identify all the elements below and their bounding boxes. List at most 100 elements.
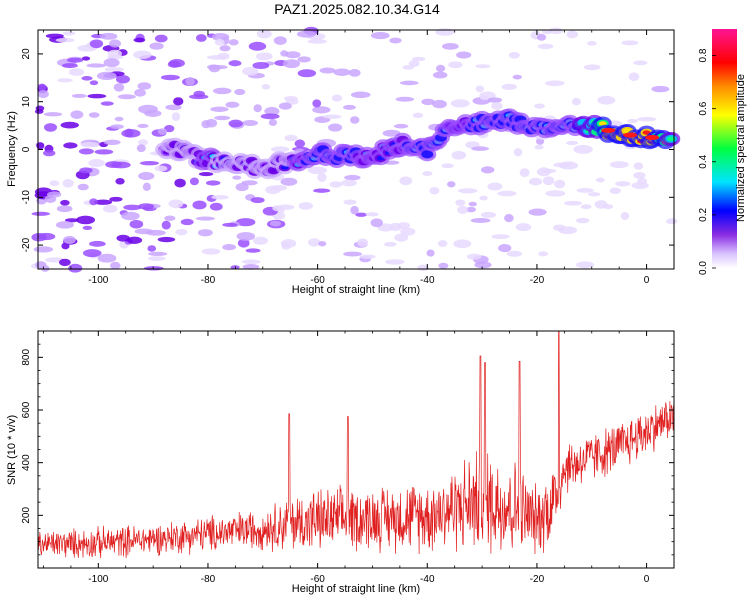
spectrogram-blob bbox=[79, 167, 93, 174]
spectrogram-blob bbox=[133, 50, 152, 60]
spectrogram-blob bbox=[36, 142, 45, 150]
spectrogram-blob bbox=[389, 37, 402, 44]
spectrogram-blob bbox=[666, 218, 678, 225]
spectrogram-blob bbox=[68, 68, 85, 76]
spectrogram-blob bbox=[284, 96, 298, 102]
spectrogram-blob bbox=[160, 74, 180, 81]
spectrogram-blob bbox=[185, 77, 195, 86]
spectrogram-blob bbox=[88, 159, 105, 168]
colorbar-ticks: 0.0 0.2 0.4 0.6 0.8 bbox=[698, 48, 716, 275]
spectrogram-blob bbox=[147, 245, 157, 252]
snr-y-tick-label: 600 bbox=[21, 401, 32, 418]
spectrogram-blob bbox=[63, 235, 76, 245]
spectrogram-blob bbox=[138, 203, 154, 210]
spectrogram-blob bbox=[475, 64, 491, 69]
spectrogram-blob bbox=[100, 101, 114, 106]
spectrogram-blob bbox=[475, 85, 485, 93]
snr-x-tick-label: 0 bbox=[644, 574, 650, 585]
spectrogram-blob bbox=[470, 218, 491, 223]
spectrogram-blob bbox=[412, 112, 424, 119]
spectrogram-blob bbox=[278, 102, 292, 110]
spectrogram-blob bbox=[317, 173, 327, 182]
spectrogram-blob bbox=[536, 33, 547, 41]
spectrogram-blob bbox=[126, 236, 143, 244]
spectrogram-blob bbox=[312, 99, 322, 108]
spectrogram-blob bbox=[544, 80, 565, 87]
spectrogram-blob bbox=[82, 225, 93, 231]
spectrogram-blob bbox=[586, 41, 597, 46]
snr-panel: -100 -80 -60 -40 -20 0 200 400 600 800 Height of … bbox=[6, 330, 675, 595]
spectrogram-blob bbox=[209, 202, 223, 211]
spectrogram-blob bbox=[103, 204, 118, 213]
spectrogram-blob bbox=[252, 236, 269, 245]
spectrogram-blob bbox=[265, 185, 281, 195]
spectrogram-ridge-core bbox=[598, 121, 607, 126]
spectrogram-x-tick-label: -40 bbox=[420, 275, 435, 286]
spectrogram-blob bbox=[61, 242, 70, 250]
spectrogram-blob bbox=[312, 106, 331, 114]
spectrogram-blob bbox=[242, 120, 259, 127]
snr-x-tick-label: -80 bbox=[201, 574, 216, 585]
spectrogram-blob bbox=[457, 188, 478, 194]
spectrogram-blob bbox=[534, 144, 544, 150]
spectrogram-blob bbox=[138, 139, 149, 146]
spectrogram-blob bbox=[228, 119, 243, 128]
spectrogram-blob bbox=[143, 266, 164, 271]
spectrogram-blob bbox=[280, 239, 297, 248]
snr-ticks: -100 -80 -60 -40 -20 0 200 400 600 800 bbox=[21, 331, 675, 585]
spectrogram-blob bbox=[575, 217, 590, 224]
spectrogram-y-tick-label: 20 bbox=[21, 48, 32, 60]
spectrogram-blob bbox=[355, 212, 368, 217]
spectrogram-blob bbox=[480, 211, 497, 218]
spectrogram-blob bbox=[68, 263, 83, 273]
spectrogram-blob bbox=[99, 32, 118, 40]
snr-y-tick-label: 800 bbox=[21, 349, 32, 366]
spectrogram-blob bbox=[94, 149, 114, 155]
spectrogram-blob bbox=[138, 171, 155, 181]
spectrogram-blob bbox=[117, 94, 136, 100]
snr-y-tick-label: 200 bbox=[21, 507, 32, 524]
spectrogram-blob bbox=[620, 211, 630, 221]
spectrogram-blob bbox=[61, 63, 78, 69]
figure-title: PAZ1.2025.082.10.34.G14 bbox=[274, 1, 440, 17]
spectrogram-blob bbox=[615, 181, 631, 187]
spectrogram-blob bbox=[214, 38, 225, 46]
spectrogram-blob bbox=[197, 229, 213, 237]
spectrogram-blob bbox=[201, 248, 221, 255]
spectrogram-blob bbox=[149, 42, 164, 50]
spectrogram-blob bbox=[157, 236, 176, 243]
spectrogram-blob bbox=[435, 28, 455, 36]
spectrogram-blob bbox=[553, 162, 572, 168]
spectrogram-blob bbox=[175, 228, 188, 236]
spectrogram-blob bbox=[87, 93, 107, 99]
spectrogram-blob bbox=[208, 64, 221, 73]
spectrogram-blob bbox=[466, 253, 482, 260]
spectrogram-blob bbox=[211, 194, 229, 200]
spectrogram-blob bbox=[180, 218, 194, 226]
spectrogram-blob bbox=[595, 177, 605, 183]
spectrogram-blob bbox=[189, 94, 209, 100]
spectrogram-blob bbox=[134, 88, 146, 97]
spectrogram-blob bbox=[116, 234, 130, 242]
spectrogram-blob bbox=[297, 56, 311, 63]
spectrogram-blob bbox=[60, 121, 79, 129]
spectrogram-blob bbox=[282, 59, 301, 69]
snr-series-line bbox=[37, 330, 675, 559]
spectrogram-blob bbox=[566, 30, 579, 39]
spectrogram-blob bbox=[103, 58, 120, 68]
spectrogram-blob bbox=[63, 142, 78, 149]
spectrogram-blob bbox=[322, 114, 342, 119]
spectrogram-blob bbox=[447, 181, 456, 188]
spectrogram-blob bbox=[214, 115, 231, 121]
spectrogram-blob bbox=[205, 180, 221, 186]
spectrogram-blob bbox=[328, 123, 343, 132]
spectrogram-blob bbox=[627, 118, 638, 124]
spectrogram-blob bbox=[487, 182, 503, 191]
spectrogram-blob bbox=[31, 233, 47, 242]
spectrogram-blob bbox=[448, 61, 463, 69]
spectrogram-x-tick-label: -20 bbox=[530, 275, 545, 286]
colorbar: 0.0 0.2 0.4 0.6 0.8 Normalized spectral ampl… bbox=[698, 29, 747, 275]
spectrogram-blob bbox=[633, 162, 644, 170]
spectrogram-blob bbox=[506, 250, 523, 257]
